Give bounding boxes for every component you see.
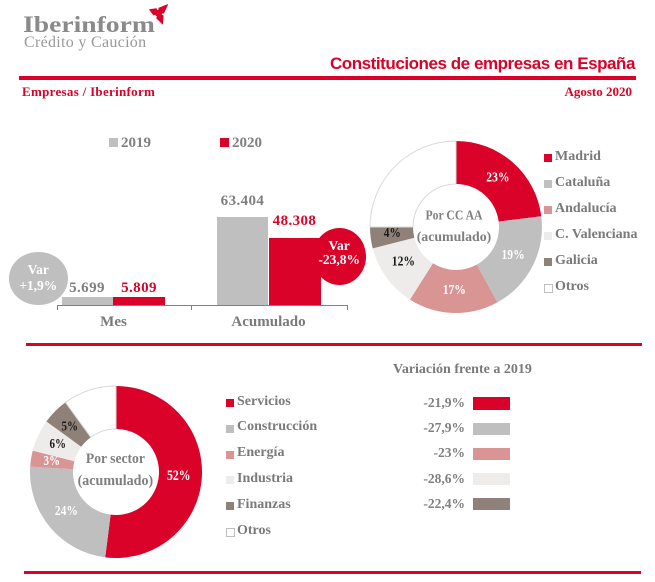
- svg-text:6%: 6%: [49, 437, 65, 452]
- svg-text:5%: 5%: [61, 419, 77, 434]
- svg-text:4%: 4%: [383, 226, 400, 241]
- svg-text:19%: 19%: [501, 248, 524, 263]
- svg-text:Por sector(acumulado): Por sector (acumulado): [77, 451, 153, 489]
- svg-text:23%: 23%: [486, 171, 509, 186]
- svg-text:Por CC AA(acumulado): Por CC AA (acumulado): [416, 209, 491, 246]
- svg-text:52%: 52%: [166, 468, 190, 484]
- svg-text:17%: 17%: [442, 283, 465, 298]
- svg-text:24%: 24%: [54, 504, 77, 519]
- svg-text:3%: 3%: [43, 454, 60, 469]
- svg-text:12%: 12%: [391, 254, 414, 269]
